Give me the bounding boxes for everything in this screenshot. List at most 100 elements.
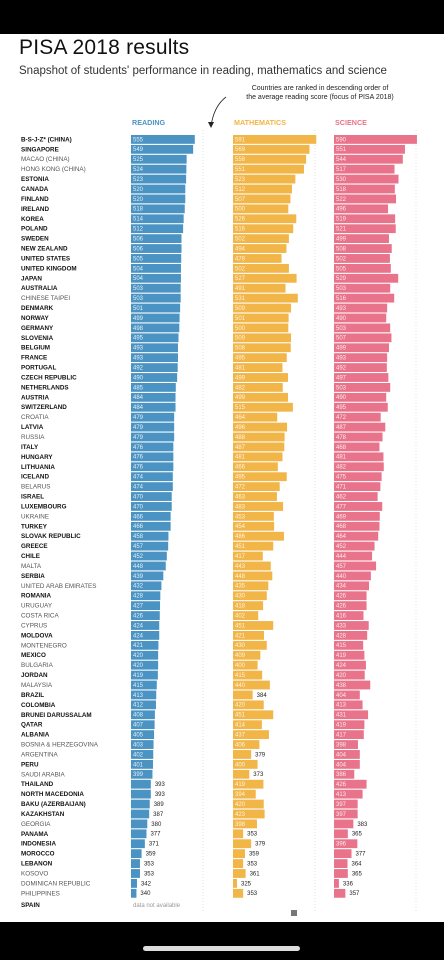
country-label: PANAMA — [21, 831, 49, 838]
value-label-reading: 421 — [133, 643, 144, 649]
bar-science — [334, 184, 395, 194]
bar-reading — [131, 779, 151, 789]
bar-reading — [131, 700, 156, 710]
country-label: BELARUS — [21, 484, 50, 491]
bar-reading — [131, 601, 161, 611]
value-label-reading: 399 — [133, 772, 144, 778]
bar-science — [334, 422, 386, 432]
country-label-footer: SPAIN — [21, 902, 40, 909]
bar-science — [334, 601, 367, 611]
value-label-science: 426 — [336, 782, 347, 788]
value-label-mathematics: 482 — [235, 385, 246, 391]
value-label-mathematics: 384 — [257, 693, 268, 699]
country-label: FRANCE — [21, 355, 47, 362]
country-label: NORWAY — [21, 315, 49, 322]
value-label-mathematics: 400 — [235, 762, 246, 768]
series-header-reading: READING — [132, 118, 166, 127]
bar-science — [334, 204, 389, 214]
bar-reading — [131, 263, 181, 273]
value-label-mathematics: 496 — [235, 425, 246, 431]
bar-science — [334, 452, 384, 462]
bar-reading — [131, 829, 147, 839]
value-label-mathematics: 414 — [235, 723, 246, 729]
home-indicator[interactable] — [143, 946, 300, 951]
value-label-science: 471 — [336, 485, 347, 491]
country-label: DOMINICAN REPUBLIC — [21, 880, 91, 887]
country-label: B-S-J-Z* (CHINA) — [21, 136, 72, 143]
value-label-reading: 452 — [133, 554, 144, 560]
bar-mathematics — [233, 769, 250, 779]
bar-science — [334, 859, 348, 868]
value-label-reading: 490 — [133, 375, 144, 381]
bar-science — [334, 353, 388, 363]
bar-science — [334, 730, 364, 740]
bar-science — [334, 521, 380, 531]
value-label-science: 404 — [336, 762, 347, 768]
value-label-science: 487 — [336, 425, 347, 431]
bar-science — [334, 571, 371, 581]
value-label-science: 477 — [336, 504, 347, 510]
page-subtitle: Snapshot of students' performance in rea… — [19, 65, 387, 77]
bar-reading — [131, 204, 185, 214]
bar-science — [334, 531, 379, 541]
bar-mathematics — [233, 214, 297, 224]
value-label-reading: 470 — [133, 494, 144, 500]
bar-mathematics — [233, 293, 298, 303]
bar-mathematics — [233, 263, 289, 273]
value-label-reading: 504 — [133, 266, 144, 272]
bar-mathematics — [233, 621, 274, 630]
bar-science — [334, 769, 355, 779]
value-label-mathematics: 491 — [235, 286, 246, 292]
bar-science — [334, 373, 389, 382]
bar-mathematics — [233, 323, 289, 333]
value-label-mathematics: 472 — [235, 485, 246, 491]
country-label: NETHERLANDS — [21, 384, 69, 391]
bar-mathematics — [233, 442, 285, 452]
bar-science — [334, 710, 369, 720]
bar-mathematics — [233, 363, 283, 372]
country-label: KOSOVO — [21, 870, 48, 877]
bar-reading — [131, 313, 180, 323]
value-label-reading: 457 — [133, 544, 144, 550]
country-label: LATVIA — [21, 424, 44, 431]
value-label-mathematics: 512 — [235, 187, 246, 193]
value-label-reading: 504 — [133, 276, 144, 282]
bar-mathematics — [233, 869, 246, 878]
series-header-science: SCIENCE — [335, 118, 367, 127]
ranking-note: Countries are ranked in descending order… — [210, 85, 430, 102]
value-label-mathematics: 435 — [235, 584, 246, 590]
value-label-mathematics: 353 — [247, 861, 258, 867]
value-label-science: 398 — [336, 742, 347, 748]
value-label-mathematics: 509 — [235, 336, 246, 342]
bar-science — [334, 263, 391, 273]
bar-science — [334, 680, 371, 690]
value-label-mathematics: 591 — [235, 137, 246, 143]
bar-reading — [131, 363, 178, 372]
bar-reading — [131, 650, 159, 660]
value-label-science: 495 — [336, 405, 347, 411]
value-label-mathematics: 508 — [235, 346, 246, 352]
country-label: COSTA RICA — [21, 613, 59, 620]
bar-reading — [131, 174, 187, 184]
country-label: MOLDOVA — [21, 632, 53, 639]
value-label-mathematics: 507 — [235, 197, 246, 203]
bar-science — [334, 144, 405, 154]
bar-mathematics — [233, 343, 291, 353]
country-label: QATAR — [21, 722, 43, 729]
country-label: BELGIUM — [21, 345, 50, 352]
value-label-mathematics: 558 — [235, 157, 246, 163]
value-label-mathematics: 451 — [235, 544, 246, 550]
bar-mathematics — [233, 472, 287, 482]
bar-mathematics — [233, 204, 289, 214]
country-label: LUXEMBOURG — [21, 503, 67, 510]
value-label-mathematics: 478 — [235, 256, 246, 262]
country-label: CANADA — [21, 186, 49, 193]
bar-mathematics — [233, 283, 286, 293]
bar-mathematics — [233, 819, 257, 829]
bar-reading — [131, 273, 181, 283]
bar-reading — [131, 422, 175, 432]
value-label-science: 438 — [336, 683, 347, 689]
bar-mathematics — [233, 432, 285, 442]
value-label-reading: 420 — [133, 653, 144, 659]
value-label-mathematics: 361 — [250, 871, 261, 877]
